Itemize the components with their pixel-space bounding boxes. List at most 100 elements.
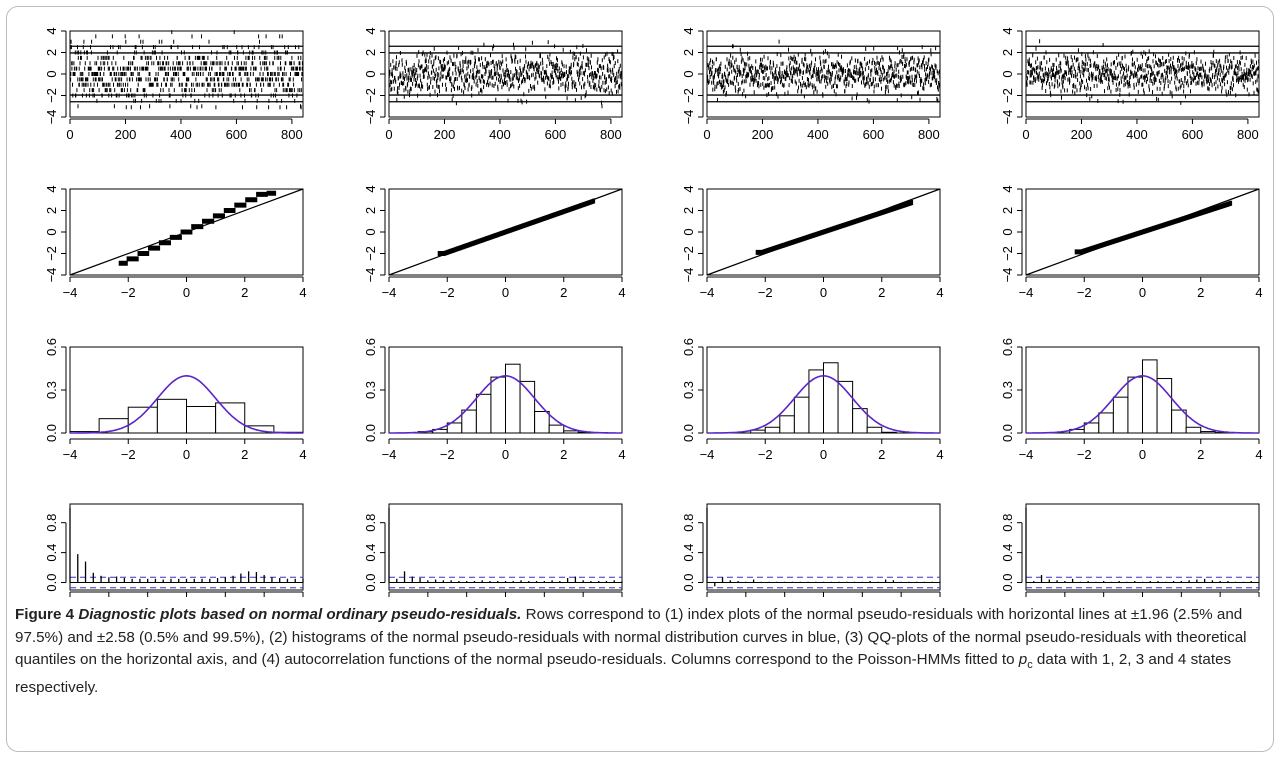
x-tick-label: 4: [618, 447, 625, 462]
y-tick-label: 0.8: [363, 514, 378, 532]
histogram-bar: [490, 376, 506, 434]
histogram-bar: [548, 424, 565, 434]
panel-r1-c2-index-plot: 0 200 400 600 800 −4 −2 0 2 4: [363, 27, 623, 142]
normal-density-curve: [70, 374, 303, 434]
panel-r4-c4-acf: 0510152025300.00.40.8: [1000, 503, 1260, 597]
panel-r1-c4-index-plot: 0 200 400 600 800 −4 −2 0 2 4: [1000, 27, 1260, 142]
y-tick-label: 2: [1000, 49, 1015, 56]
y-tick-label: 0.6: [1000, 338, 1015, 356]
qq-points: [1074, 200, 1233, 255]
y-tick-label: 4: [363, 27, 378, 34]
x-tick-label: 400: [489, 127, 511, 142]
x-tick-label: 800: [918, 127, 940, 142]
x-tick-label: 2: [878, 285, 885, 300]
plot-box: [706, 30, 941, 118]
x-tick-label: 4: [299, 285, 306, 300]
caption-text-part2: data with 1, 2, 3 and 4 states respectiv…: [15, 651, 1232, 696]
residual-points: [69, 30, 304, 110]
y-tick-label: 2: [681, 207, 696, 214]
y-tick-label: 0: [681, 228, 696, 235]
y-tick-label: 0.3: [44, 381, 59, 399]
y-tick-label: 0: [1000, 70, 1015, 77]
histogram-bar: [1098, 412, 1114, 434]
histogram-bar: [475, 393, 492, 434]
x-tick-label: −4: [63, 447, 78, 462]
x-tick-label: 400: [170, 127, 192, 142]
panel-r3-c4-histogram: −4 −2 0 2 4 0.0 0.3 0.6: [1000, 338, 1263, 462]
y-tick-label: 0.0: [44, 424, 59, 442]
x-tick-label: 200: [434, 127, 456, 142]
x-tick-label: 2: [1197, 285, 1204, 300]
y-tick-label: 0.8: [681, 514, 696, 532]
figure-title: Diagnostic plots based on normal ordinar…: [78, 606, 522, 623]
panel-r2-c1-qq-plot: −4 −2 0 2 4 −4 −2 0 2 4: [44, 185, 307, 300]
y-tick-label: 0.3: [681, 381, 696, 399]
x-tick-label: 400: [1126, 127, 1148, 142]
histogram-bar: [779, 415, 795, 434]
x-tick-label: 4: [299, 447, 306, 462]
y-tick-label: 0.4: [363, 544, 378, 562]
x-tick-label: −2: [1077, 447, 1092, 462]
histogram-bar: [1156, 378, 1173, 434]
histogram-bar: [505, 363, 521, 434]
y-tick-label: −2: [1000, 88, 1015, 103]
figure-label: Figure 4: [15, 606, 75, 623]
math-subscript-c: c: [1027, 659, 1033, 672]
x-tick-label: 0: [820, 285, 827, 300]
x-tick-label: −2: [758, 285, 773, 300]
x-tick-label: 4: [936, 285, 943, 300]
x-tick-label: 0: [385, 127, 392, 142]
histogram-bar: [127, 406, 158, 434]
histogram-bar: [1171, 409, 1187, 434]
x-tick-label: 0: [502, 285, 509, 300]
y-tick-label: 2: [363, 49, 378, 56]
y-tick-label: −4: [1000, 268, 1015, 283]
y-tick-label: 0.8: [44, 514, 59, 532]
y-tick-label: −2: [44, 88, 59, 103]
x-tick-label: −4: [382, 285, 397, 300]
histogram-bar: [1185, 426, 1202, 434]
y-tick-label: 0.4: [44, 544, 59, 562]
y-tick-label: 0: [1000, 228, 1015, 235]
x-tick-label: 200: [1071, 127, 1093, 142]
y-tick-label: 0: [44, 228, 59, 235]
x-tick-label: 400: [807, 127, 829, 142]
qq-points: [755, 200, 914, 255]
x-tick-label: 0: [502, 447, 509, 462]
qq-points: [437, 198, 596, 256]
x-tick-label: −4: [700, 447, 715, 462]
panel-r2-c4-qq-plot: −4 −2 0 2 4 −4 −2 0 2 4: [1000, 185, 1263, 300]
y-tick-label: 0.3: [1000, 381, 1015, 399]
y-tick-label: 0: [681, 70, 696, 77]
x-tick-label: 800: [281, 127, 303, 142]
x-tick-label: −4: [1019, 285, 1034, 300]
histogram-bar: [881, 431, 897, 434]
plot-box: [1025, 188, 1260, 276]
x-tick-label: −4: [63, 285, 78, 300]
y-tick-label: 0.0: [363, 573, 378, 591]
panel-r3-c2-histogram: −4 −2 0 2 4 0.0 0.3 0.6: [363, 338, 626, 462]
x-tick-label: 4: [936, 447, 943, 462]
residual-points: [388, 40, 623, 109]
y-tick-label: 2: [363, 207, 378, 214]
x-tick-label: 600: [545, 127, 567, 142]
y-tick-label: −4: [44, 110, 59, 125]
histogram-bar: [563, 430, 579, 434]
x-tick-label: −4: [382, 447, 397, 462]
normal-density-curve: [389, 374, 622, 434]
histogram-bar: [215, 402, 246, 434]
y-tick-label: 0.0: [1000, 424, 1015, 442]
x-tick-label: 2: [241, 447, 248, 462]
x-tick-label: 600: [1182, 127, 1204, 142]
x-tick-label: −2: [1077, 285, 1092, 300]
x-tick-label: 0: [183, 285, 190, 300]
histogram-bar: [1142, 359, 1158, 434]
y-tick-label: 0.6: [681, 338, 696, 356]
panel-r3-c1-histogram: −4 −2 0 2 4 0.0 0.3 0.6: [44, 338, 307, 462]
x-tick-label: 0: [703, 127, 710, 142]
panel-r2-c2-qq-plot: −4 −2 0 2 4 −4 −2 0 2 4: [363, 185, 626, 300]
plot-box: [388, 188, 623, 276]
y-tick-label: −2: [363, 88, 378, 103]
y-tick-label: −2: [681, 88, 696, 103]
y-tick-label: 0.0: [44, 573, 59, 591]
